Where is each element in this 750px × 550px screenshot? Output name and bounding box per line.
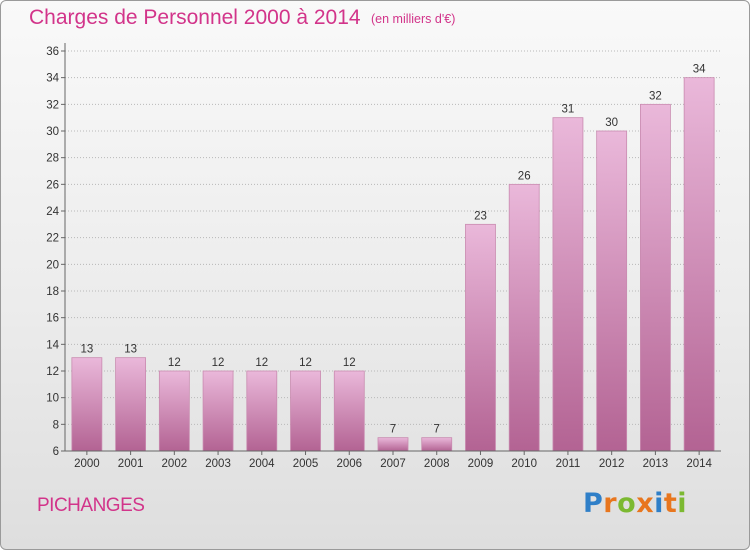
bar-2011 xyxy=(552,117,584,452)
x-tick-label: 2001 xyxy=(118,458,144,470)
bar-2007 xyxy=(377,437,409,452)
y-tick-label: 20 xyxy=(46,259,59,271)
x-tick-label: 2004 xyxy=(249,458,275,470)
data-label: 12 xyxy=(343,357,356,369)
data-label: 12 xyxy=(212,357,225,369)
x-tick-label: 2013 xyxy=(643,458,669,470)
x-tick-label: 2010 xyxy=(511,458,537,470)
y-tick-label: 30 xyxy=(46,126,59,138)
y-tick-label: 8 xyxy=(53,419,59,431)
bar-2003 xyxy=(202,370,234,452)
data-label: 32 xyxy=(649,90,662,102)
bar-2012 xyxy=(596,130,628,452)
chart-subtitle: (en milliers d'€) xyxy=(371,12,456,26)
x-tick-label: 2008 xyxy=(424,458,450,470)
bar-2000 xyxy=(71,357,103,452)
y-tick-label: 10 xyxy=(46,393,59,405)
data-label: 31 xyxy=(562,104,575,116)
y-tick-label: 24 xyxy=(46,206,59,218)
commune-name: PICHANGES xyxy=(37,495,145,516)
x-tick-label: 2000 xyxy=(74,458,100,470)
bar-2001 xyxy=(115,357,146,452)
x-tick-label: 2011 xyxy=(556,458,581,470)
bar-2005 xyxy=(290,370,321,452)
bar-2009 xyxy=(465,223,496,452)
bar-2008 xyxy=(421,437,453,452)
data-label: 13 xyxy=(80,344,93,356)
x-tick-label: 2002 xyxy=(162,458,188,470)
y-tick-label: 12 xyxy=(46,366,59,378)
bar-2004 xyxy=(246,370,278,452)
y-tick-label: 18 xyxy=(46,286,59,298)
x-tick-label: 2007 xyxy=(380,458,406,470)
axes xyxy=(61,43,721,455)
x-tick-label: 2005 xyxy=(293,458,319,470)
data-label: 12 xyxy=(168,357,181,369)
proxiti-logo: Proxiti xyxy=(583,488,687,519)
data-label: 34 xyxy=(693,64,706,76)
y-tick-label: 22 xyxy=(46,233,59,245)
labels: 6 8 10 12 14 16 18 20 22 24 26 28 30 32 34 36 13 2000 13 20… xyxy=(46,46,712,470)
y-tick-label: 26 xyxy=(46,179,59,191)
logo-letter: x xyxy=(636,488,655,519)
bar-2006 xyxy=(333,370,365,452)
data-label: 23 xyxy=(474,210,487,222)
y-tick-label: 14 xyxy=(46,339,59,351)
data-label: 7 xyxy=(390,424,396,436)
y-tick-label: 6 xyxy=(53,446,59,458)
logo-letter: t xyxy=(663,488,678,519)
data-label: 12 xyxy=(255,357,268,369)
x-tick-label: 2009 xyxy=(468,458,494,470)
logo-letter: P xyxy=(583,488,604,519)
logo-letter: o xyxy=(617,488,637,519)
x-tick-label: 2003 xyxy=(205,458,231,470)
x-tick-label: 2012 xyxy=(599,458,625,470)
logo-letter: i xyxy=(654,488,664,519)
bar-2002 xyxy=(158,370,190,452)
y-tick-label: 28 xyxy=(46,153,59,165)
logo-letter: i xyxy=(677,488,688,519)
chart-title: Charges de Personnel 2000 à 2014 xyxy=(29,6,361,29)
bar-2013 xyxy=(640,103,671,452)
bar-2010 xyxy=(508,183,540,452)
x-tick-label: 2006 xyxy=(336,458,362,470)
y-tick-label: 16 xyxy=(46,313,59,325)
bars xyxy=(71,77,715,452)
data-label: 30 xyxy=(605,117,618,129)
data-label: 13 xyxy=(124,344,137,356)
logo-letter: r xyxy=(603,488,618,519)
y-tick-label: 34 xyxy=(46,73,59,85)
data-label: 26 xyxy=(518,170,531,182)
data-label: 12 xyxy=(299,357,312,369)
bar-2014 xyxy=(683,77,715,452)
x-tick-label: 2014 xyxy=(686,458,712,470)
data-label: 7 xyxy=(434,424,440,436)
y-tick-label: 36 xyxy=(46,46,59,58)
y-tick-label: 32 xyxy=(46,99,59,111)
